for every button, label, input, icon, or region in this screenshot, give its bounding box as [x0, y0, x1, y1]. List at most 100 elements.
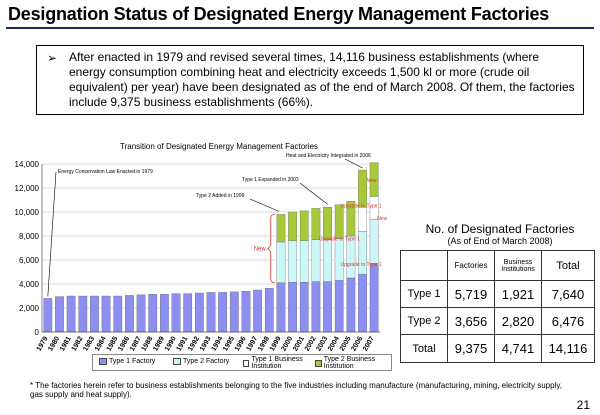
page-number: 21: [576, 398, 590, 412]
annotation-label: Type 2 Added in 1999: [196, 193, 245, 199]
bar-segment-2001-s1: [299, 240, 309, 283]
bar-segment-2002-s1: [311, 239, 321, 282]
annotation-label: Upgrade to Type 1: [341, 262, 382, 268]
legend-item-type1-factory: Type 1 Factory: [99, 358, 155, 365]
bar-segment-2006-s2: [358, 207, 367, 232]
legend-label: Type 1 Business Institution: [251, 356, 303, 370]
table-header-cell: Total: [541, 250, 595, 281]
y-tick-label: 12,000: [15, 184, 40, 193]
bar-segment-1999-s3: [276, 214, 286, 243]
bar-segment-1996-s0: [241, 291, 251, 333]
title-underline: [6, 27, 594, 29]
table-row: Type 1 5,719 1,921 7,640: [400, 280, 595, 308]
y-tick-label: 14,000: [15, 160, 40, 169]
bar-segment-1984-s0: [101, 295, 111, 333]
row-label: Type 1: [400, 280, 448, 308]
bar-segment-1995-s0: [229, 291, 239, 333]
row-label: Type 2: [400, 307, 448, 335]
cell-factories: 5,719: [447, 280, 495, 308]
bar-segment-2002-s3: [311, 208, 321, 240]
bar-segment-1986-s0: [125, 295, 134, 333]
bar-segment-2006-s3: [358, 169, 367, 208]
chart-title: Transition of Designated Energy Manageme…: [120, 142, 319, 151]
table-header-cell: Business Institutions: [494, 250, 542, 281]
bar-segment-1982-s0: [78, 295, 88, 333]
bar-segment-2003-s3: [323, 207, 332, 240]
bar-segment-1983-s0: [90, 295, 99, 333]
footnote: * The factories herein refer to business…: [30, 381, 562, 399]
bar-segment-1989-s0: [160, 294, 169, 333]
annotation-arrow: [249, 198, 280, 212]
cell-total: 14,116: [541, 334, 595, 363]
table-header-row: Factories Business Institutions Total: [400, 250, 595, 281]
cell-institutions: 4,741: [494, 334, 542, 363]
chart-bars: [43, 162, 379, 333]
x-tick-label: 2007: [362, 335, 376, 352]
y-tick-label: 10,000: [15, 208, 40, 217]
intro-text: After enacted in 1979 and revised severa…: [69, 50, 575, 109]
bar-segment-2001-s0: [299, 282, 309, 333]
bar-segment-2003-s0: [323, 281, 332, 333]
table-header-cell: [400, 250, 448, 281]
annotation-label: Energy Conservation Law Enacted in 1979: [58, 169, 153, 175]
legend-swatch: [243, 359, 250, 367]
table-subtitle: (As of End of March 2008): [447, 236, 553, 246]
bar-segment-2007-s1: [369, 219, 379, 264]
bar-segment-1998-s0: [264, 288, 274, 333]
bar-segment-2002-s0: [311, 281, 321, 333]
bar-segment-2000-s3: [288, 211, 297, 241]
bar-segment-2005-s0: [346, 277, 356, 333]
chart-annotations: Energy Conservation Law Enacted in 1979 T…: [47, 153, 388, 297]
bar-segment-2004-s1: [334, 238, 344, 281]
bar-segment-2007-s3: [369, 162, 379, 197]
bar-segment-2001-s3: [299, 210, 309, 241]
annotation-label: New: [367, 178, 377, 184]
legend-item-type1-business: Type 1 Business Institution: [243, 356, 313, 370]
bar-segment-1981-s0: [66, 295, 76, 333]
annotation-arrow: [299, 182, 328, 205]
cell-institutions: 2,820: [494, 307, 542, 335]
table-title: No. of Designated Factories: [425, 222, 575, 236]
annotation-arrow: [344, 158, 363, 169]
annotation-label: Heat and Electricity Integrated in 2006: [286, 153, 371, 159]
table-row: Type 2 3,656 2,820 6,476: [400, 307, 595, 335]
y-axis: 0 2,000 4,000 6,000 8,000 10,000 12,000 14,000: [15, 160, 43, 337]
annotation-arrow: [47, 171, 57, 297]
legend-swatch: [99, 358, 107, 365]
annotation-label: Upgrade to Type 1: [319, 236, 360, 242]
bar-segment-2007-s0: [369, 263, 379, 333]
bar-chart: 02,0004,0006,0008,00010,00012,00014,000 …: [15, 153, 388, 352]
intro-box: ➢ After enacted in 1979 and revised seve…: [36, 45, 584, 115]
legend-label: Type 1 Factory: [109, 358, 156, 365]
legend-label: Type 2 Business Institution: [323, 356, 376, 370]
y-tick-label: 4,000: [19, 280, 40, 289]
row-label: Total: [400, 334, 448, 363]
table-row: Total 9,375 4,741 14,116: [400, 334, 595, 363]
bar-segment-1987-s0: [136, 294, 146, 333]
bar-segment-1985-s0: [113, 295, 123, 333]
bar-segment-1991-s0: [183, 293, 193, 333]
y-tick-label: 2,000: [19, 304, 40, 313]
legend-label: Type 2 Factory: [183, 358, 230, 365]
bar-segment-2000-s1: [288, 240, 297, 283]
bar-segment-2003-s1: [323, 239, 332, 282]
designated-factories-table: Factories Business Institutions Total Ty…: [400, 250, 595, 363]
bar-segment-1993-s0: [206, 292, 216, 333]
bar-segment-1994-s0: [218, 292, 228, 333]
annotation-label: New: [254, 247, 267, 253]
bar-segment-2006-s0: [358, 274, 367, 333]
bar-segment-2000-s0: [288, 282, 297, 333]
cell-factories: 3,656: [447, 307, 495, 335]
cell-factories: 9,375: [447, 334, 495, 363]
page-title: Designation Status of Designated Energy …: [8, 4, 550, 24]
bar-segment-1999-s0: [276, 282, 286, 333]
legend-item-type2-factory: Type 2 Factory: [173, 358, 229, 365]
legend-swatch: [173, 358, 181, 365]
y-tick-label: 0: [35, 328, 40, 337]
bar-segment-1999-s1: [276, 241, 286, 283]
bar-segment-1988-s0: [148, 294, 158, 333]
table-header-cell: Factories: [447, 250, 495, 281]
bar-segment-1997-s0: [253, 289, 262, 333]
bar-segment-1980-s0: [55, 296, 64, 333]
legend-swatch: [315, 359, 322, 367]
